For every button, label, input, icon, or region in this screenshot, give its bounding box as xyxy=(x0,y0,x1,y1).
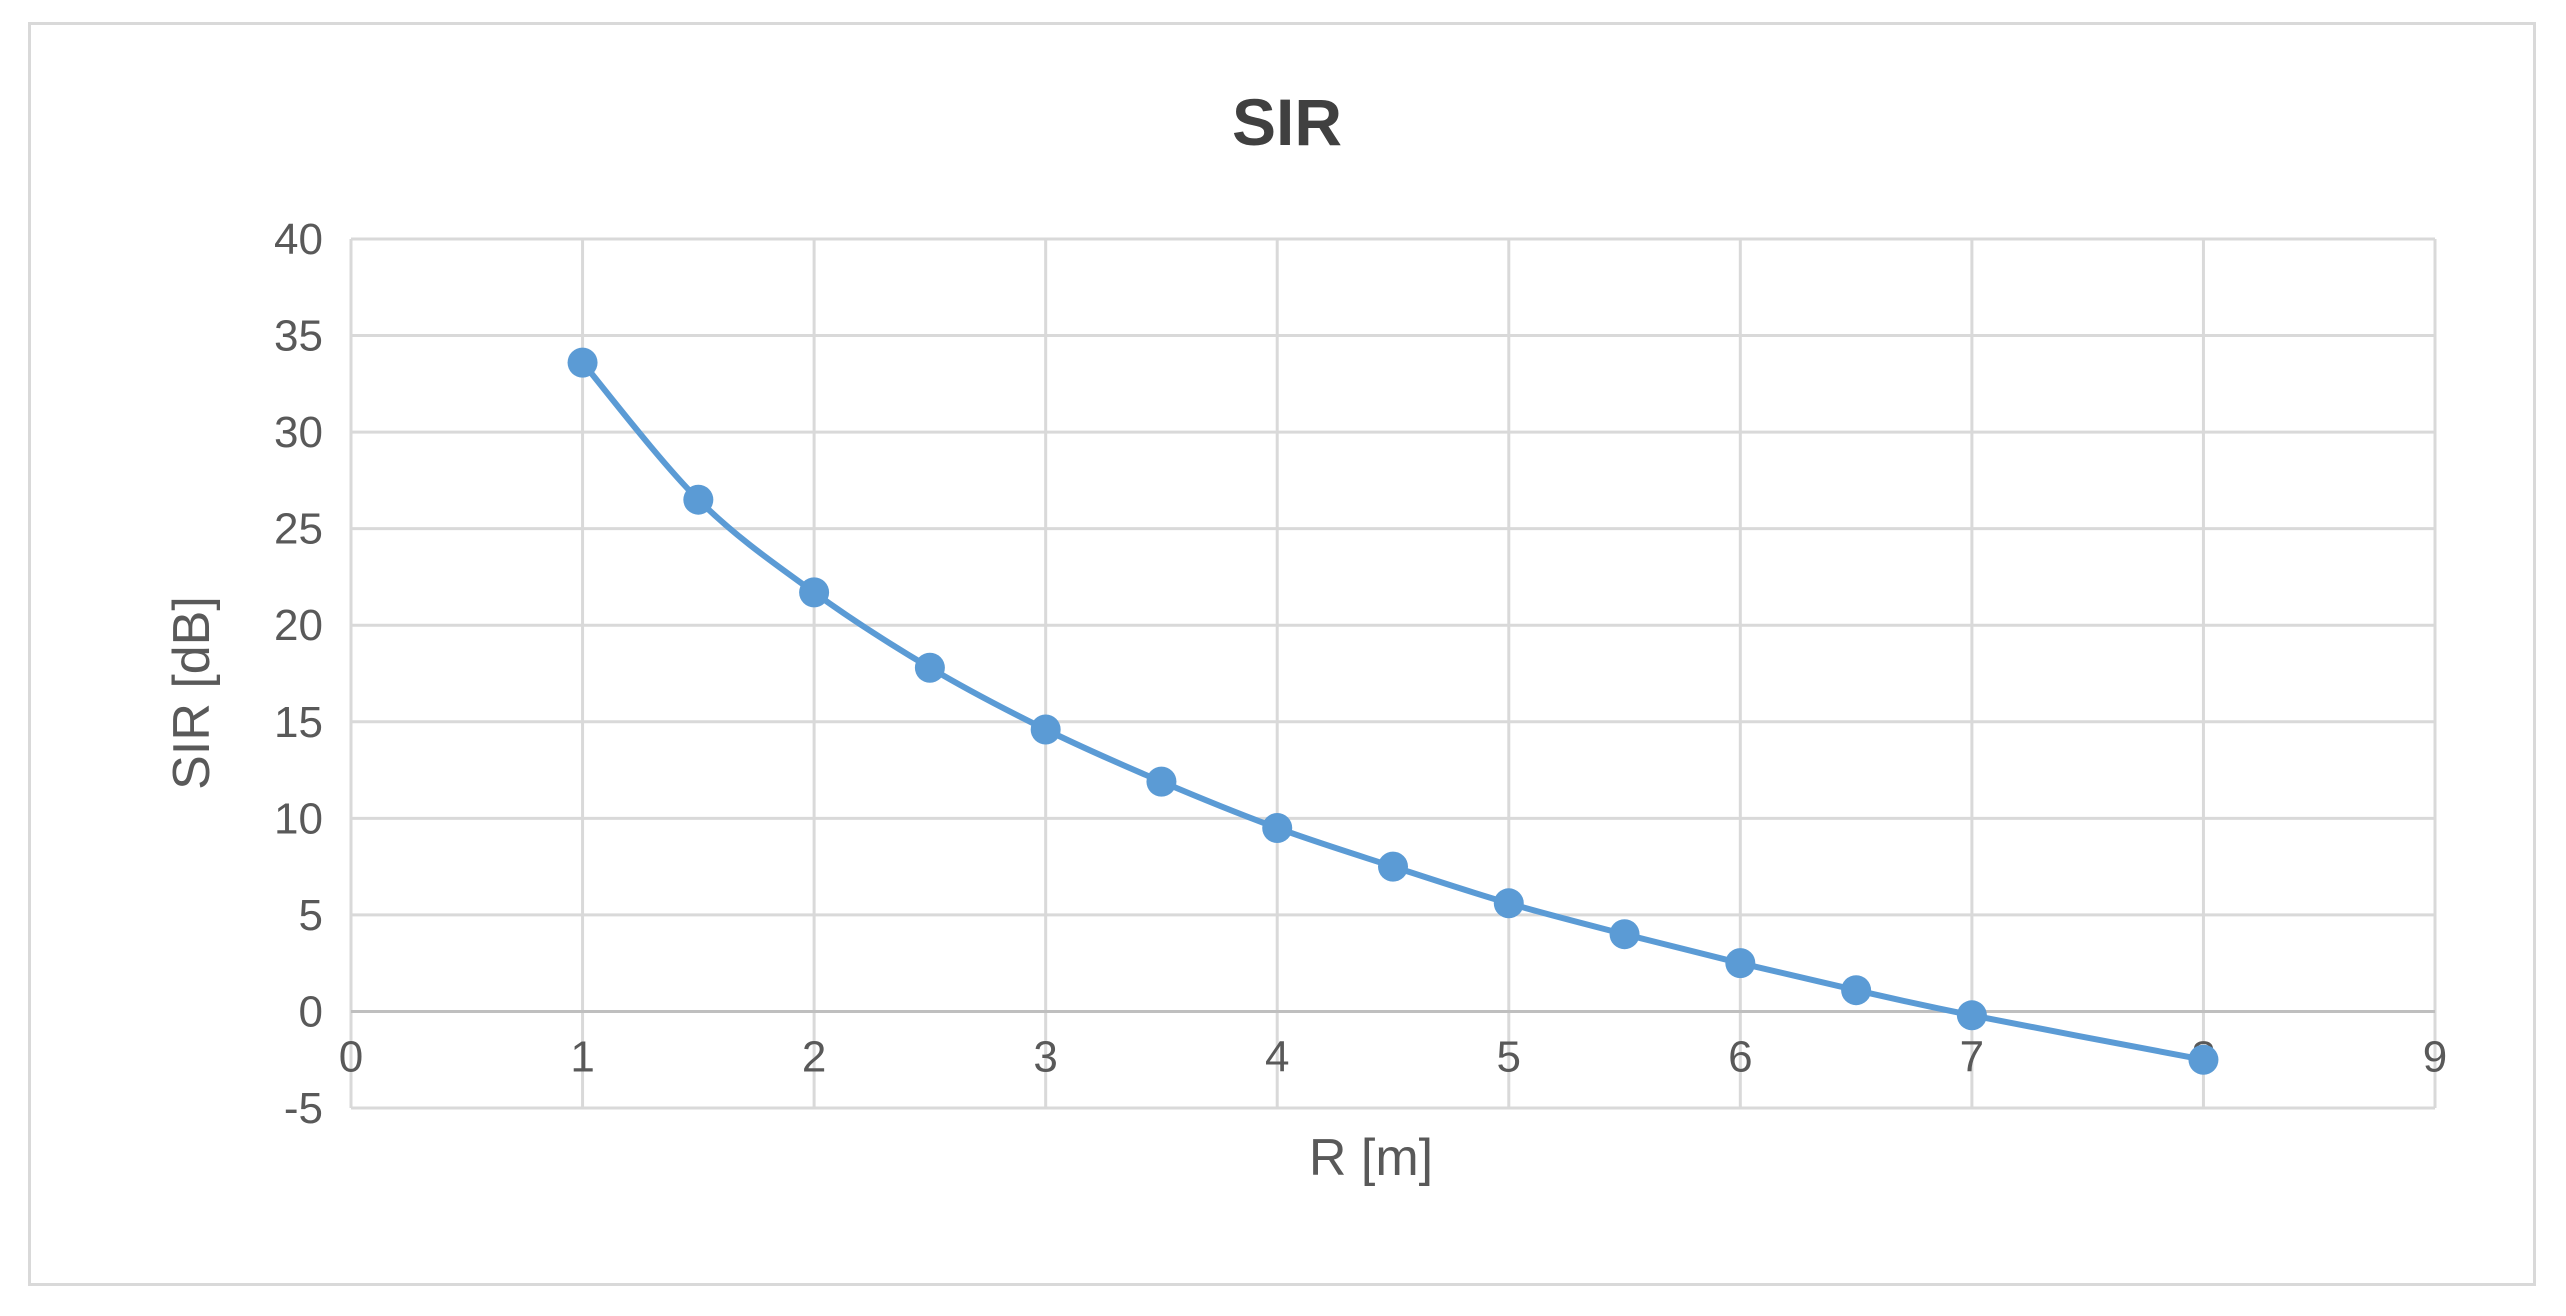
x-tick-label: 5 xyxy=(1497,1032,1521,1081)
data-point xyxy=(1378,851,1408,882)
tick-labels: -505101520253035400123456789 xyxy=(274,215,2447,1133)
data-point xyxy=(2188,1044,2219,1075)
y-axis-title: SIR [dB] xyxy=(163,596,221,790)
data-point xyxy=(1841,975,1872,1006)
x-tick-label: 1 xyxy=(570,1032,594,1081)
chart-canvas: SIR -505101520253035400123456789 R [m] S… xyxy=(163,85,2447,1187)
data-point xyxy=(1609,919,1640,950)
data-point xyxy=(1956,1000,1987,1031)
x-tick-label: 2 xyxy=(802,1032,826,1081)
y-tick-label: 25 xyxy=(274,505,323,554)
x-tick-label: 0 xyxy=(339,1032,363,1081)
data-point xyxy=(567,347,598,378)
gridlines xyxy=(349,237,2437,1110)
data-point xyxy=(683,484,714,515)
y-tick-label: -5 xyxy=(284,1084,323,1133)
x-tick-label: 6 xyxy=(1728,1032,1752,1081)
data-point xyxy=(1262,812,1293,843)
y-tick-label: 30 xyxy=(274,408,323,457)
x-tick-label: 7 xyxy=(1960,1032,1984,1081)
data-point xyxy=(1146,766,1177,797)
x-tick-label: 4 xyxy=(1265,1032,1289,1081)
data-point xyxy=(1493,888,1524,919)
data-series xyxy=(567,347,2219,1075)
y-tick-label: 0 xyxy=(299,987,323,1036)
y-tick-label: 5 xyxy=(299,891,323,940)
data-point xyxy=(1725,948,1756,979)
x-axis-title: R [m] xyxy=(1309,1129,1433,1187)
y-tick-label: 40 xyxy=(274,215,323,264)
y-tick-label: 10 xyxy=(274,794,323,843)
y-tick-label: 15 xyxy=(274,698,323,747)
data-point xyxy=(1030,714,1061,745)
x-tick-label: 9 xyxy=(2423,1032,2447,1081)
chart-frame: SIR -505101520253035400123456789 R [m] S… xyxy=(28,22,2536,1286)
series-line xyxy=(579,359,2207,1063)
y-tick-label: 35 xyxy=(274,312,323,361)
chart-title: SIR xyxy=(1232,85,1342,159)
data-point xyxy=(914,652,945,683)
data-point xyxy=(799,577,830,608)
y-tick-label: 20 xyxy=(274,601,323,650)
x-tick-label: 3 xyxy=(1033,1032,1057,1081)
